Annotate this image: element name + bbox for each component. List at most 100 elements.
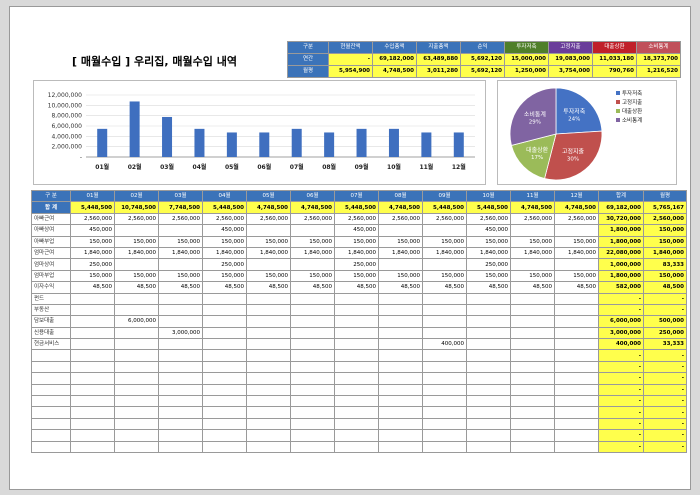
grid-cell[interactable] — [114, 440, 159, 454]
grid-cell[interactable]: 450,000 — [466, 224, 511, 237]
grid-cell[interactable] — [422, 360, 467, 374]
grid-cell[interactable] — [510, 224, 555, 237]
grid-cell[interactable]: 450,000 — [70, 224, 115, 237]
grid-cell[interactable] — [114, 372, 159, 385]
summary-cell[interactable]: 19,083,000 — [548, 53, 593, 66]
grid-cell[interactable]: 48,500 — [246, 281, 291, 294]
grid-cell[interactable] — [246, 429, 291, 442]
grid-row-label[interactable] — [31, 429, 71, 442]
grid-cell[interactable]: 6,000,000 — [114, 315, 159, 328]
grid-cell[interactable] — [158, 417, 203, 431]
grid-row-label[interactable]: 아빠근여 — [31, 212, 71, 226]
grid-summary-cell[interactable]: - — [643, 383, 687, 397]
grid-cell[interactable]: 150,000 — [466, 269, 511, 283]
grid-cell[interactable] — [290, 372, 335, 385]
grid-total-cell[interactable]: 5,448,500 — [70, 201, 115, 214]
grid-cell[interactable] — [510, 406, 555, 419]
grid-summary-cell[interactable]: 582,000 — [598, 281, 644, 294]
grid-summary-cell[interactable]: 150,000 — [643, 269, 687, 283]
grid-cell[interactable] — [510, 315, 555, 328]
grid-header-cell[interactable]: 02월 — [114, 189, 159, 203]
grid-cell[interactable] — [202, 360, 247, 374]
grid-cell[interactable] — [70, 326, 115, 340]
grid-cell[interactable] — [378, 417, 423, 431]
grid-summary-cell[interactable]: 22,080,000 — [598, 246, 644, 260]
grid-cell[interactable] — [422, 406, 467, 419]
grid-cell[interactable] — [202, 338, 247, 351]
grid-total-cell[interactable]: 5,765,167 — [643, 201, 687, 214]
summary-cell[interactable]: 5,954,900 — [328, 65, 373, 78]
grid-cell[interactable]: 2,560,000 — [70, 212, 115, 226]
grid-cell[interactable] — [114, 383, 159, 397]
grid-cell[interactable] — [70, 417, 115, 431]
grid-row-label[interactable] — [31, 406, 71, 419]
grid-cell[interactable] — [554, 429, 599, 442]
grid-header-cell[interactable]: 09월 — [422, 189, 467, 203]
grid-cell[interactable] — [378, 372, 423, 385]
grid-total-cell[interactable]: 5,448,500 — [334, 201, 379, 214]
summary-row-label[interactable]: 연간 — [287, 53, 329, 66]
grid-cell[interactable] — [202, 395, 247, 408]
grid-cell[interactable] — [422, 383, 467, 397]
grid-cell[interactable]: 2,560,000 — [202, 212, 247, 226]
grid-row-label[interactable]: 엄마부업 — [31, 269, 71, 283]
grid-cell[interactable] — [202, 440, 247, 454]
grid-cell[interactable] — [158, 303, 203, 317]
grid-total-cell[interactable]: 7,748,500 — [158, 201, 203, 214]
grid-cell[interactable] — [510, 349, 555, 362]
grid-summary-cell[interactable]: - — [598, 395, 644, 408]
grid-summary-cell[interactable]: 1,800,000 — [598, 269, 644, 283]
grid-summary-cell[interactable]: 2,560,000 — [643, 212, 687, 226]
grid-cell[interactable] — [158, 440, 203, 454]
grid-summary-cell[interactable]: 83,333 — [643, 258, 687, 271]
grid-cell[interactable]: 2,560,000 — [158, 212, 203, 226]
grid-cell[interactable] — [114, 417, 159, 431]
grid-cell[interactable]: 1,840,000 — [114, 246, 159, 260]
grid-cell[interactable] — [466, 395, 511, 408]
grid-cell[interactable] — [246, 395, 291, 408]
grid-cell[interactable] — [70, 372, 115, 385]
grid-cell[interactable]: 150,000 — [114, 269, 159, 283]
grid-cell[interactable] — [554, 383, 599, 397]
grid-cell[interactable] — [510, 417, 555, 431]
grid-cell[interactable]: 1,840,000 — [510, 246, 555, 260]
grid-row-label[interactable] — [31, 360, 71, 374]
grid-cell[interactable] — [510, 338, 555, 351]
summary-cell[interactable]: 3,754,000 — [548, 65, 593, 78]
summary-header-cell[interactable]: 고정지출 — [548, 41, 593, 54]
grid-cell[interactable] — [422, 429, 467, 442]
grid-cell[interactable] — [378, 406, 423, 419]
grid-total-cell[interactable]: 4,748,500 — [246, 201, 291, 214]
grid-cell[interactable] — [510, 372, 555, 385]
grid-total-cell[interactable]: 69,182,000 — [598, 201, 644, 214]
grid-cell[interactable] — [114, 429, 159, 442]
grid-cell[interactable] — [554, 440, 599, 454]
grid-cell[interactable] — [246, 224, 291, 237]
grid-row-label[interactable]: 현금서비스 — [31, 338, 71, 351]
grid-cell[interactable] — [334, 360, 379, 374]
grid-cell[interactable] — [158, 360, 203, 374]
grid-cell[interactable]: 48,500 — [378, 281, 423, 294]
grid-cell[interactable] — [510, 258, 555, 271]
grid-cell[interactable] — [114, 349, 159, 362]
grid-cell[interactable]: 48,500 — [202, 281, 247, 294]
grid-summary-cell[interactable]: - — [643, 406, 687, 419]
grid-summary-cell[interactable]: 1,000,000 — [598, 258, 644, 271]
grid-cell[interactable] — [70, 315, 115, 328]
grid-cell[interactable] — [290, 383, 335, 397]
grid-cell[interactable] — [510, 395, 555, 408]
grid-cell[interactable] — [158, 292, 203, 305]
grid-cell[interactable] — [510, 292, 555, 305]
grid-cell[interactable] — [466, 292, 511, 305]
summary-cell[interactable]: 18,373,700 — [636, 53, 681, 66]
summary-header-cell[interactable]: 지출총액 — [416, 41, 461, 54]
grid-cell[interactable]: 2,560,000 — [246, 212, 291, 226]
grid-summary-cell[interactable]: 33,333 — [643, 338, 687, 351]
grid-header-cell[interactable]: 06월 — [290, 189, 335, 203]
grid-cell[interactable] — [114, 338, 159, 351]
grid-summary-cell[interactable]: - — [643, 417, 687, 431]
grid-cell[interactable] — [378, 224, 423, 237]
grid-cell[interactable] — [158, 406, 203, 419]
summary-header-cell[interactable]: 대출상환 — [592, 41, 637, 54]
grid-cell[interactable] — [378, 292, 423, 305]
